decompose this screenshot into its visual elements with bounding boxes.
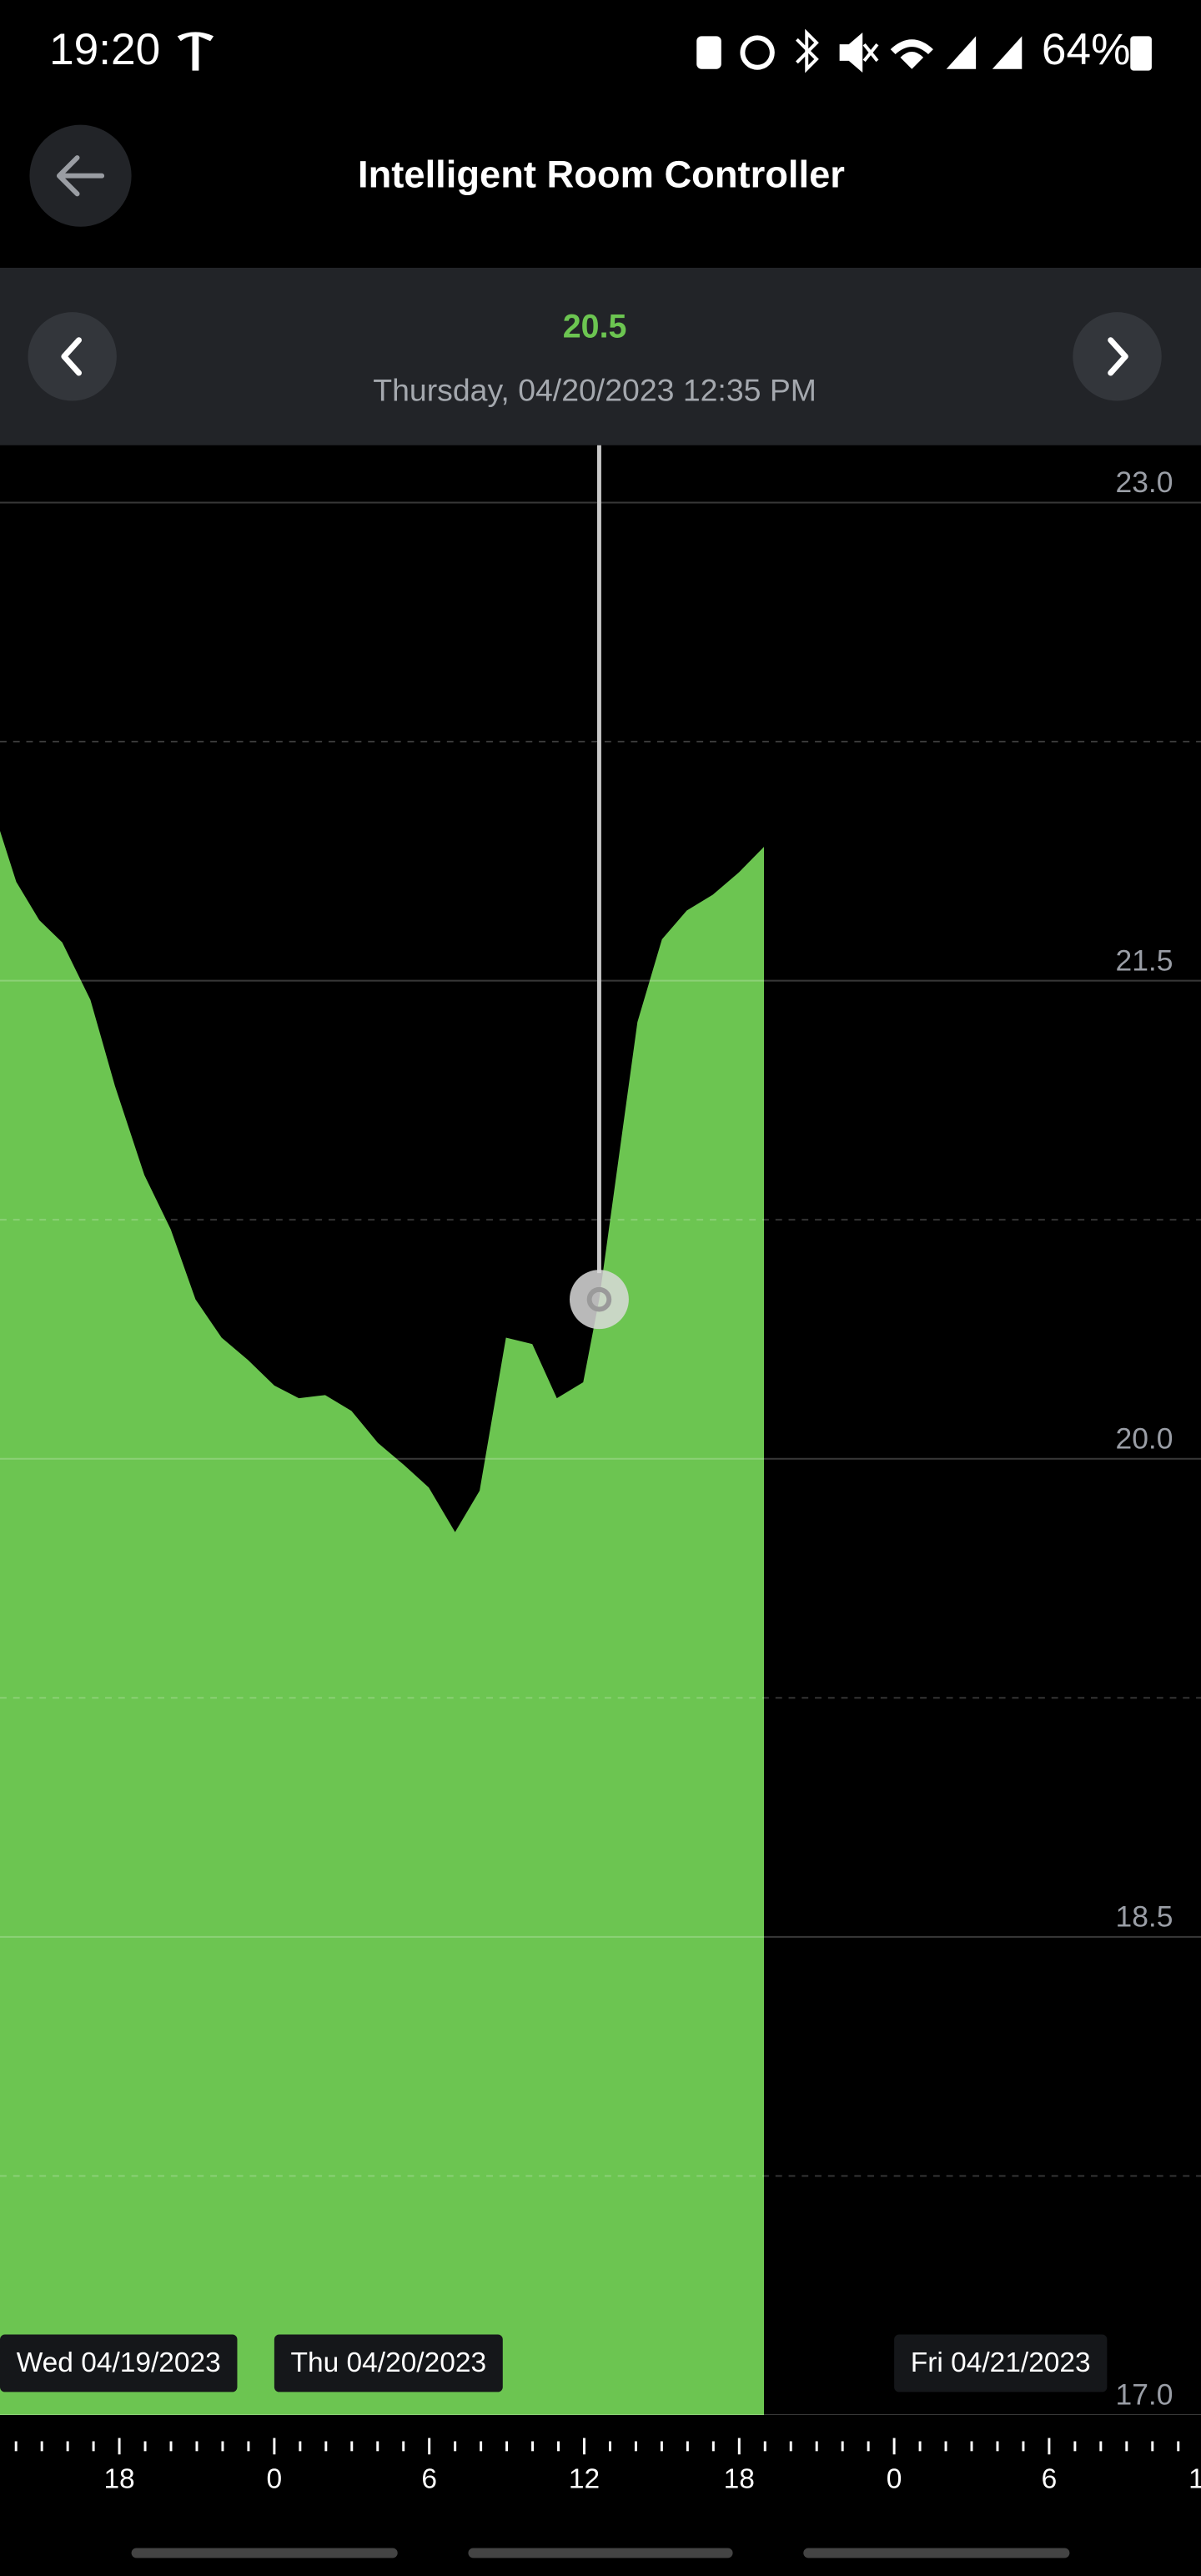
- day-label-box: [894, 2334, 1108, 2392]
- previous-arrow: [61, 337, 83, 376]
- day-label: Fri 04/21/2023: [894, 2334, 1108, 2392]
- x-tick-label: 0: [267, 2464, 283, 2495]
- next-arrow: [1108, 337, 1128, 376]
- x-axis-strip: [0, 2415, 1201, 2530]
- y-tick-label: 18.5: [1116, 1900, 1173, 1934]
- status-bar: 19:20 64%: [49, 25, 1152, 74]
- x-tick-label: 12: [1188, 2464, 1201, 2495]
- page-title: Intelligent Room Controller: [358, 153, 845, 196]
- nav-bar: [131, 2548, 1070, 2558]
- selected-value: 20.5: [563, 308, 627, 345]
- next-button[interactable]: [1073, 312, 1162, 401]
- y-tick-label: 21.5: [1116, 943, 1173, 977]
- tesla-icon: [177, 32, 214, 71]
- area: [0, 831, 765, 2415]
- day-label: Thu 04/20/2023: [274, 2334, 503, 2392]
- selection-panel: [0, 268, 1201, 445]
- nav-pill: [131, 2548, 398, 2558]
- battery-saver-icon: [696, 36, 721, 69]
- battery-icon: [1130, 36, 1152, 71]
- x-tick-label: 6: [421, 2464, 437, 2495]
- x-tick-label: 18: [103, 2464, 134, 2495]
- x-tick-label: 0: [887, 2464, 902, 2495]
- wifi-icon: [890, 39, 933, 69]
- cursor-marker-ring: [586, 1286, 612, 1312]
- chart: 17.0 18.5 20.0 21.5 23.0 18 0 6 12 18 0 6 12 Wed 04/1…: [0, 445, 1201, 2530]
- previous-button[interactable]: [28, 312, 117, 401]
- day-label-text: Thu 04/20/2023: [291, 2347, 487, 2378]
- nav-pill: [468, 2548, 733, 2558]
- day-label-box: [274, 2334, 503, 2392]
- y-tick-label: 17.0: [1116, 2378, 1173, 2412]
- day-label-box: [0, 2334, 238, 2392]
- day-label-text: Wed 04/19/2023: [17, 2347, 221, 2378]
- y-tick-label: 20.0: [1116, 1421, 1173, 1455]
- selection-bar: 20.5 Thursday, 04/20/2023 12:35 PM: [0, 268, 1201, 445]
- x-tick-label: 12: [569, 2464, 600, 2495]
- battery-level: 64%: [1042, 25, 1130, 74]
- x-tick-label: 6: [1042, 2464, 1058, 2495]
- cursor-marker: [569, 1270, 629, 1330]
- clock: 19:20: [49, 25, 160, 74]
- back-arrow: [56, 155, 105, 197]
- mute-icon: [839, 33, 879, 73]
- signal-icon: [946, 36, 977, 69]
- nav-pill: [803, 2548, 1070, 2558]
- y-tick-label: 23.0: [1116, 465, 1173, 499]
- day-label-text: Fri 04/21/2023: [911, 2347, 1091, 2378]
- day-label: Wed 04/19/2023: [0, 2334, 238, 2392]
- alarm-icon: [740, 35, 775, 70]
- x-tick-label: 18: [724, 2464, 755, 2495]
- bluetooth-icon: [796, 28, 819, 73]
- selected-timestamp: Thursday, 04/20/2023 12:35 PM: [373, 373, 817, 408]
- app-header: Intelligent Room Controller: [29, 124, 845, 227]
